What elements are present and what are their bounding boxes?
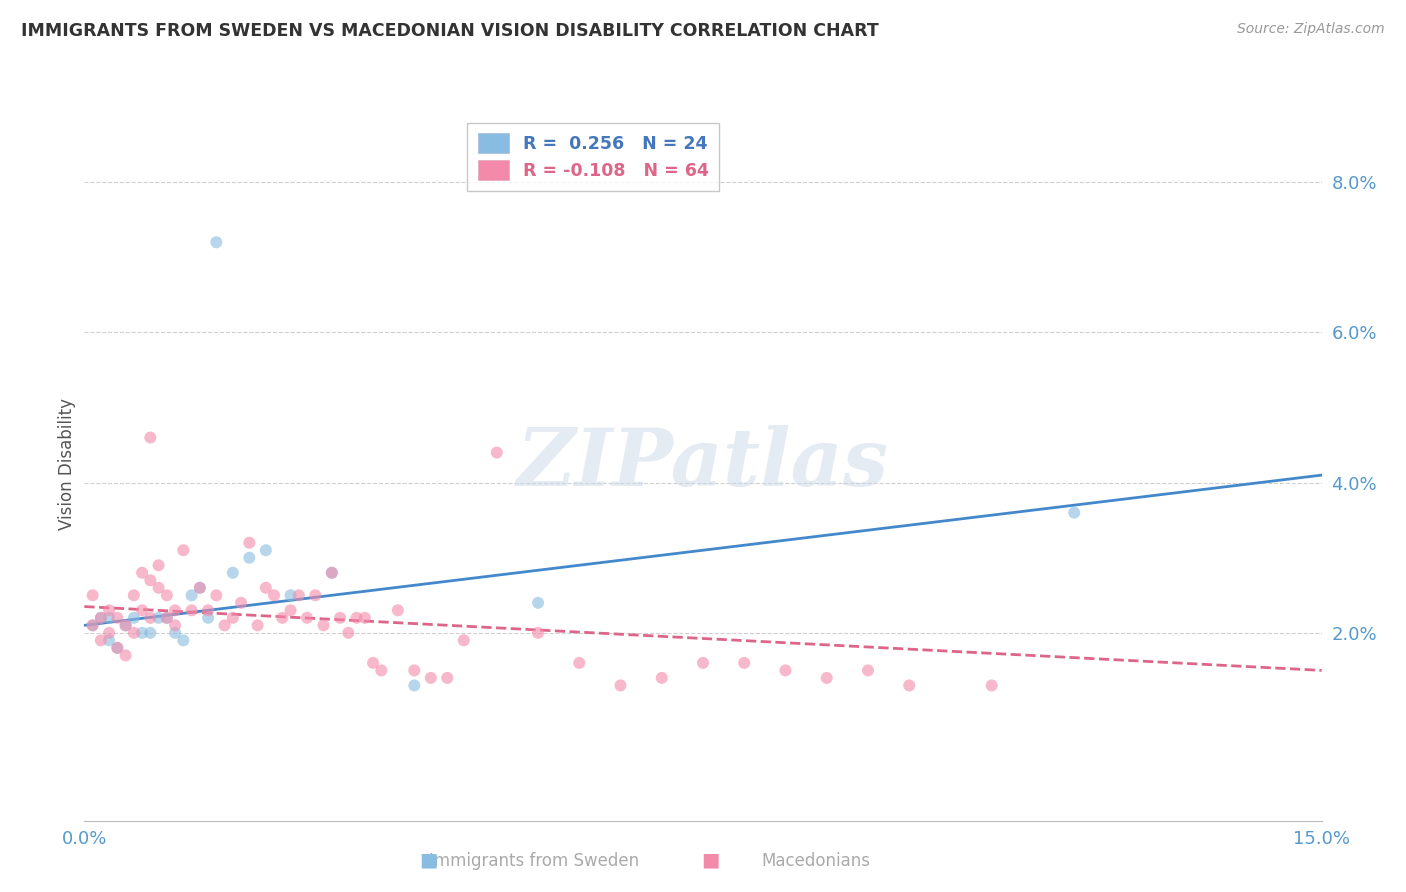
Point [114, 618, 136, 632]
Point [172, 543, 194, 558]
Point [304, 588, 326, 602]
Point [692, 656, 714, 670]
Point [156, 611, 179, 625]
Point [90, 611, 112, 625]
Point [288, 588, 311, 602]
Point [188, 581, 211, 595]
Point [404, 664, 426, 678]
Point [90, 633, 112, 648]
Text: ■: ■ [419, 851, 439, 870]
Point [419, 671, 441, 685]
Point [165, 625, 187, 640]
Y-axis label: Vision Disability: Vision Disability [58, 398, 76, 530]
Point [197, 611, 219, 625]
Point [321, 566, 343, 580]
Point [280, 588, 302, 602]
Point [105, 640, 128, 655]
Point [387, 603, 409, 617]
Point [114, 648, 136, 663]
Point [271, 611, 294, 625]
Point [165, 603, 187, 617]
Point [156, 588, 179, 602]
Point [82, 588, 104, 602]
Point [898, 678, 921, 692]
Point [90, 611, 112, 625]
Point [82, 618, 104, 632]
Point [361, 656, 384, 670]
Point [346, 611, 368, 625]
Point [222, 611, 245, 625]
Point [214, 618, 236, 632]
Point [139, 574, 162, 588]
Point [229, 596, 252, 610]
Point [254, 581, 277, 595]
Point [205, 588, 228, 602]
Point [775, 664, 797, 678]
Point [148, 558, 170, 573]
Point [568, 656, 591, 670]
Point [254, 543, 277, 558]
Point [527, 596, 550, 610]
Point [453, 633, 475, 648]
Point [404, 678, 426, 692]
Point [105, 640, 128, 655]
Point [329, 611, 352, 625]
Point [312, 618, 335, 632]
Point [815, 671, 838, 685]
Point [165, 618, 187, 632]
Point [238, 535, 260, 549]
Point [139, 431, 162, 445]
Point [105, 611, 128, 625]
Point [172, 633, 194, 648]
Point [370, 664, 392, 678]
Point [122, 588, 145, 602]
Point [733, 656, 755, 670]
Point [609, 678, 631, 692]
Point [114, 618, 136, 632]
Point [238, 550, 260, 565]
Point [295, 611, 318, 625]
Point [131, 566, 153, 580]
Point [98, 603, 121, 617]
Text: IMMIGRANTS FROM SWEDEN VS MACEDONIAN VISION DISABILITY CORRELATION CHART: IMMIGRANTS FROM SWEDEN VS MACEDONIAN VIS… [21, 22, 879, 40]
Point [980, 678, 1002, 692]
Point [651, 671, 673, 685]
Point [337, 625, 360, 640]
Point [321, 566, 343, 580]
Point [527, 625, 550, 640]
Point [131, 625, 153, 640]
Point [1063, 506, 1085, 520]
Point [188, 581, 211, 595]
Point [180, 603, 202, 617]
Text: Macedonians: Macedonians [761, 852, 870, 870]
Point [122, 611, 145, 625]
Point [436, 671, 458, 685]
Legend: R =  0.256   N = 24, R = -0.108   N = 64: R = 0.256 N = 24, R = -0.108 N = 64 [467, 123, 718, 191]
Point [98, 625, 121, 640]
Point [139, 611, 162, 625]
Point [156, 611, 179, 625]
Text: Source: ZipAtlas.com: Source: ZipAtlas.com [1237, 22, 1385, 37]
Point [148, 581, 170, 595]
Point [131, 603, 153, 617]
Point [485, 445, 508, 459]
Point [139, 625, 162, 640]
Point [122, 625, 145, 640]
Point [353, 611, 375, 625]
Point [263, 588, 285, 602]
Point [197, 603, 219, 617]
Text: ZIPatlas: ZIPatlas [517, 425, 889, 502]
Text: Immigrants from Sweden: Immigrants from Sweden [429, 852, 640, 870]
Point [180, 588, 202, 602]
Point [222, 566, 245, 580]
Point [856, 664, 879, 678]
Point [205, 235, 228, 250]
Point [246, 618, 269, 632]
Point [82, 618, 104, 632]
Point [280, 603, 302, 617]
Point [98, 611, 121, 625]
Point [98, 633, 121, 648]
Point [148, 611, 170, 625]
Text: ■: ■ [700, 851, 720, 870]
